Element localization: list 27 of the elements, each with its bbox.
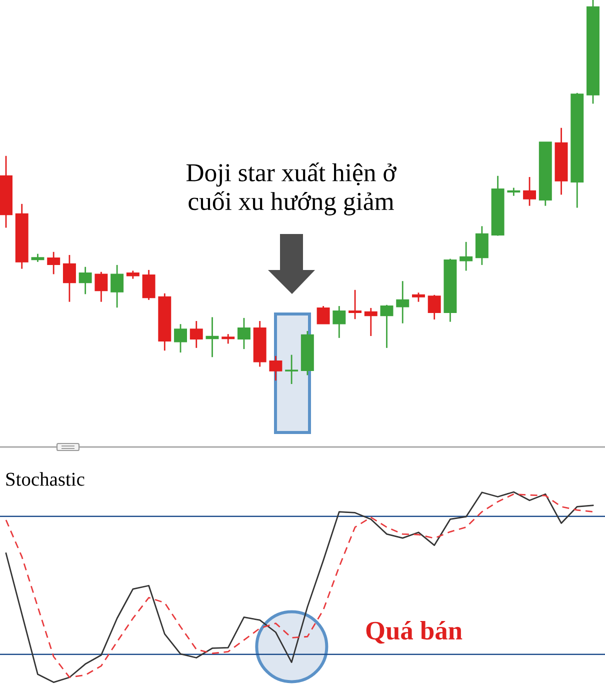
candlestick bbox=[285, 354, 298, 385]
candlestick bbox=[110, 264, 124, 308]
candlestick bbox=[237, 317, 250, 350]
candlestick bbox=[222, 333, 235, 344]
candlestick bbox=[174, 323, 187, 354]
chart-title: Stochastic bbox=[6, 472, 84, 486]
candlestick bbox=[380, 304, 394, 349]
candlestick bbox=[475, 225, 488, 266]
candlestick bbox=[316, 305, 330, 324]
candlestick bbox=[396, 280, 410, 324]
candlestick bbox=[412, 292, 425, 303]
candlestick bbox=[78, 266, 92, 295]
candlestick bbox=[62, 254, 76, 303]
annotation: Doji star xuất hiện ở cuối xu hướng giảm bbox=[186, 162, 397, 216]
candlestick bbox=[332, 305, 346, 339]
candlestick bbox=[523, 176, 536, 207]
candlestick bbox=[94, 271, 108, 303]
candlestick bbox=[460, 241, 473, 272]
candlestick bbox=[142, 269, 156, 301]
candlestick bbox=[348, 289, 362, 320]
candlestick bbox=[47, 251, 60, 275]
annotation: Quá bán bbox=[366, 621, 462, 644]
candlestick bbox=[190, 320, 203, 349]
candlestick bbox=[364, 307, 378, 337]
candlestick bbox=[428, 294, 441, 320]
candlestick bbox=[269, 355, 282, 382]
candlestick bbox=[206, 316, 219, 358]
